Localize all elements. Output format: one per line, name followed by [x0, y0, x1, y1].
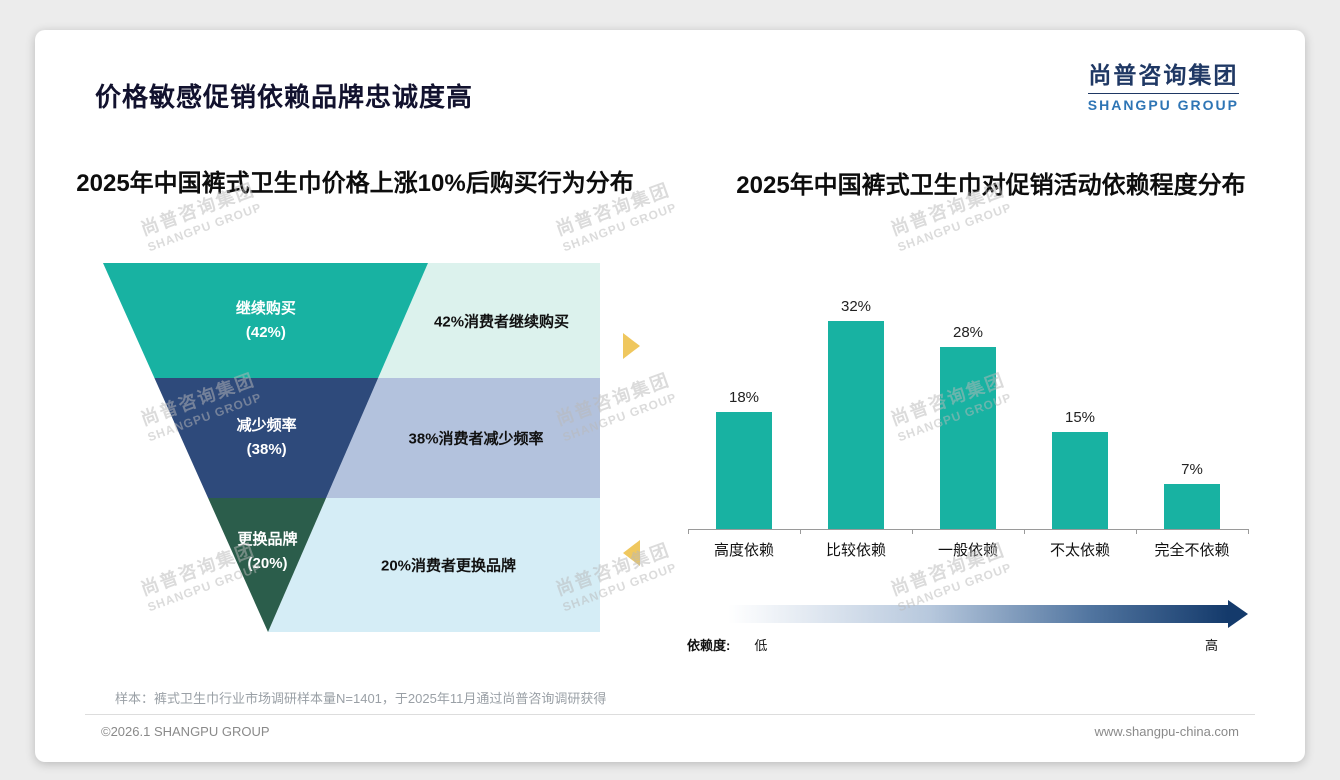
bar — [1164, 483, 1220, 529]
funnel-segment-row: 减少频率 (38%) 38%消费者减少频率 — [103, 378, 600, 498]
gradient-arrowhead-icon — [1228, 600, 1248, 628]
funnel-desc-label: 38%消费者减少频率 — [408, 430, 544, 448]
bar-category-label: 不太依赖 — [1049, 542, 1110, 559]
bar-category-label: 一般依赖 — [937, 542, 998, 559]
funnel-chart: 继续购买 (42%) 42%消费者继续购买减少频率 (38%) 38%消费者减少频率更换… — [103, 263, 600, 632]
axis-tick — [800, 529, 801, 534]
bar-group: 28% — [912, 324, 1024, 529]
bar-value-label: 18% — [728, 389, 760, 406]
slide-card: 尚普咨询集团 SHANGPU GROUP 尚普咨询集团 SHANGPU GROUP 尚普… — [35, 30, 1305, 762]
funnel-segment-row: 继续购买 (42%) 42%消费者继续购买 — [103, 263, 600, 378]
bar-value-label: 15% — [1064, 408, 1096, 426]
funnel-desc-label: 42%消费者继续购买 — [434, 313, 570, 330]
bar-chart-title: 2025年中国裤式卫生巾对促销活动依赖程度分布 — [736, 172, 1246, 199]
bar-category-row: 高度依赖 比较依赖 一般依赖 不太依赖 完全不依赖 — [688, 530, 1248, 560]
dependency-axis-title: 依赖度: — [687, 638, 731, 653]
axis-tick — [688, 529, 689, 534]
gradient-arrow — [685, 600, 1248, 628]
dependency-low-label: 低 — [754, 638, 768, 653]
bottom-bar: ©2026.1 SHANGPU GROUP www.shangpu-china.… — [85, 714, 1255, 739]
bar-value-label: 28% — [952, 324, 984, 341]
bar-category-label: 比较依赖 — [825, 542, 886, 559]
funnel-desc-box — [268, 498, 600, 632]
funnel-segment-label: 更换品牌 (20%) — [237, 530, 298, 572]
website-text: www.shangpu-china.com — [1094, 724, 1239, 739]
bar — [940, 347, 996, 529]
bar-chart: 18% 32% 28% 15% 7% 高度依赖 比较依赖 一般依赖 不太依赖 完全不依赖 — [688, 295, 1249, 560]
funnel-segment-label: 减少频率 (38%) — [236, 417, 297, 458]
funnel-desc-label: 20%消费者更换品牌 — [381, 557, 517, 575]
copyright-text: ©2026.1 SHANGPU GROUP — [101, 724, 270, 739]
bar — [828, 321, 884, 529]
page-title: 价格敏感促销依赖品牌忠诚度高 — [95, 82, 474, 112]
dependency-axis-labels: 依赖度: 低 高 — [685, 635, 1248, 654]
funnel-segment-row: 更换品牌 (20%) 20%消费者更换品牌 — [103, 498, 600, 632]
arrow-right-icon — [623, 333, 640, 359]
bar — [716, 412, 772, 529]
dependency-axis: 依赖度: 低 高 — [685, 600, 1248, 654]
bar-category-label: 完全不依赖 — [1154, 542, 1230, 559]
company-logo: 尚普咨询集团 SHANGPU GROUP — [1087, 56, 1239, 113]
logo-chinese-text: 尚普咨询集团 — [1087, 56, 1239, 94]
bar-plot-area: 18% 32% 28% 15% 7% — [688, 295, 1249, 534]
bar-value-label: 32% — [840, 298, 872, 315]
bar-value-label: 7% — [1181, 460, 1203, 478]
funnel-desc-box — [326, 378, 600, 498]
funnel-segment — [103, 263, 428, 378]
axis-tick — [1136, 529, 1137, 534]
funnel-segment-label: 继续购买 (42%) — [235, 299, 296, 341]
funnel-chart-title: 2025年中国裤式卫生巾价格上涨10%后购买行为分布 — [76, 170, 634, 197]
axis-tick — [1024, 529, 1025, 534]
bar-group: 15% — [1024, 408, 1136, 529]
logo-english-text: SHANGPU GROUP — [1087, 97, 1239, 113]
axis-tick — [912, 529, 913, 534]
bar-group: 7% — [1136, 460, 1248, 529]
dependency-high-label: 高 — [1204, 638, 1218, 653]
bar — [1052, 431, 1108, 529]
axis-tick — [1248, 529, 1249, 534]
arrow-left-icon — [623, 540, 640, 566]
gradient-bar — [685, 605, 1228, 623]
bar-group: 32% — [800, 298, 912, 529]
bar-category-label: 高度依赖 — [713, 542, 774, 559]
sample-note: 样本：裤式卫生巾行业市场调研样本量N=1401，于2025年11月通过尚普咨询调… — [115, 691, 607, 706]
bar-group: 18% — [688, 389, 800, 529]
